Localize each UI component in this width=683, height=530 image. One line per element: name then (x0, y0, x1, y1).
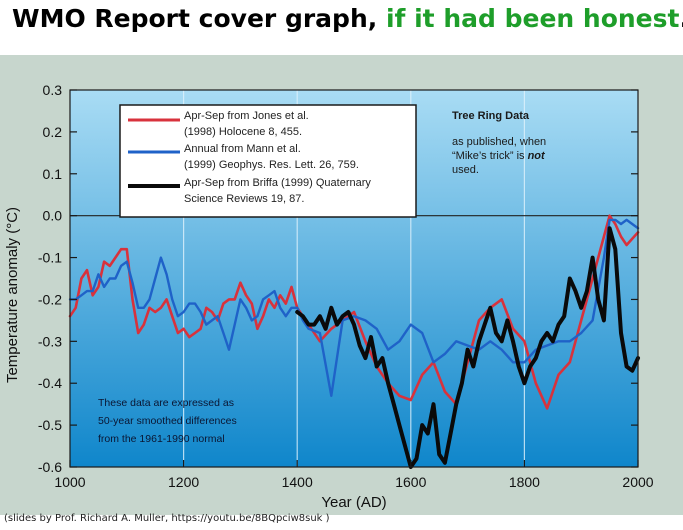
slide-title: WMO Report cover graph, if it had been h… (12, 4, 683, 33)
y-tick-label: -0.6 (38, 459, 62, 475)
slide-title-end: . (679, 4, 683, 33)
x-tick-label: 1200 (168, 474, 199, 490)
legend-entry-black-line1: Apr-Sep from Briffa (1999) Quaternary (184, 177, 371, 189)
y-tick-label: 0.3 (43, 82, 63, 98)
y-tick-label: 0.0 (43, 208, 63, 224)
y-tick-label: -0.5 (38, 417, 62, 433)
tree-ring-annotation: Tree Ring Data as published, when “Mike’… (452, 110, 546, 176)
y-tick-label: 0.1 (43, 166, 63, 182)
legend-entry-red-line1: Apr-Sep from Jones et al. (184, 110, 309, 122)
legend-box (119, 104, 417, 218)
y-tick-label: -0.3 (38, 333, 62, 349)
annotation-line3: used. (452, 164, 479, 176)
annotation-line2: “Mike’s trick” is not (452, 150, 546, 162)
y-tick-label: -0.4 (38, 375, 62, 391)
plot-frame (69, 89, 639, 468)
slide-title-highlight: if it had been honest (385, 4, 680, 33)
x-tick-label: 1600 (395, 474, 426, 490)
annotation-line2-pre: “Mike’s trick” is (452, 150, 528, 162)
y-tick-label: -0.1 (38, 250, 62, 266)
data-note: These data are expressed as 50-year smoo… (98, 397, 237, 445)
legend-entry-red-line2: (1998) Holocene 8, 455. (184, 126, 302, 138)
data-note-line3: from the 1961-1990 normal (98, 433, 225, 445)
annotation-title: Tree Ring Data (452, 110, 530, 122)
axes: 0.3 0.2 0.1 0.0 -0.1 -0.2 -0.3 -0.4 -0.5 -0.61000… (38, 82, 654, 490)
annotation-line1: as published, when (452, 136, 546, 148)
data-note-line1: These data are expressed as (98, 397, 234, 409)
x-tick-label: 2000 (622, 474, 653, 490)
series-layer (68, 214, 640, 469)
legend-entry-black-line2: Science Reviews 19, 87. (184, 193, 304, 205)
slide-credit: (slides by Prof. Richard A. Muller, http… (4, 513, 330, 524)
x-tick-label: 1800 (509, 474, 540, 490)
series-line-blue (68, 218, 640, 397)
legend-entry-blue-line1: Annual from Mann et al. (184, 143, 301, 155)
chart-panel: 0.3 0.2 0.1 0.0 -0.1 -0.2 -0.3 -0.4 -0.5 -0.61000… (0, 55, 683, 515)
data-note-line2: 50-year smoothed differences (98, 415, 237, 427)
x-tick-label: 1400 (282, 474, 313, 490)
y-tick-label: 0.2 (43, 124, 63, 140)
slide-title-main: WMO Report cover graph, (12, 4, 386, 33)
x-axis-title: Year (AD) (321, 494, 386, 511)
annotation-line2-emphasis: not (528, 150, 546, 162)
legend: Apr-Sep from Jones et al. (1998) Holocen… (119, 104, 417, 218)
series-line-black (295, 226, 640, 469)
y-tick-label: -0.2 (38, 291, 62, 307)
legend-entry-blue-line2: (1999) Geophys. Res. Lett. 26, 759. (184, 159, 359, 171)
y-axis-title: Temperature anomaly (°C) (4, 207, 21, 383)
x-tick-label: 1000 (54, 474, 85, 490)
